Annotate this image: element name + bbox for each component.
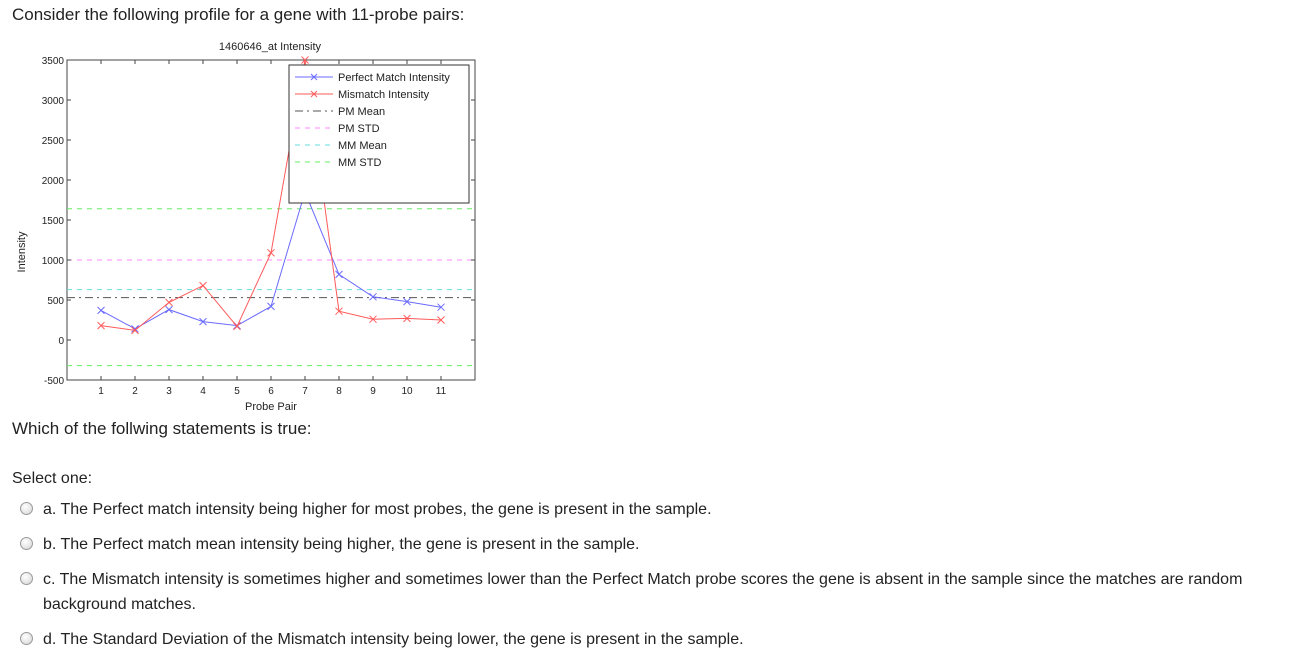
data-point	[199, 317, 207, 326]
series-layer	[97, 56, 445, 335]
option-b[interactable]: b. The Perfect match mean intensity bein…	[16, 532, 1296, 557]
y-tick-label: 3000	[42, 96, 65, 107]
marker-stroke	[369, 315, 377, 324]
marker-stroke	[199, 317, 207, 326]
marker-stroke	[437, 316, 445, 324]
data-point	[335, 270, 343, 279]
data-point	[267, 302, 275, 311]
marker-stroke	[97, 306, 105, 315]
answer-options: a. The Perfect match intensity being hig…	[16, 497, 1296, 662]
data-point	[301, 56, 309, 64]
x-tick-label: 2	[132, 386, 138, 397]
data-point	[199, 281, 207, 290]
marker-stroke	[403, 314, 411, 323]
y-tick-label: 0	[58, 336, 64, 347]
legend-marker	[310, 73, 318, 81]
legend-marker	[310, 90, 318, 98]
legend-label: Perfect Match Intensity	[338, 72, 450, 84]
reference-lines	[67, 208, 475, 367]
x-tick-label: 8	[336, 386, 342, 397]
marker-stroke	[97, 321, 105, 330]
x-tick-label: 5	[234, 386, 240, 397]
marker-stroke	[335, 307, 343, 316]
data-point	[403, 314, 411, 323]
x-tick-label: 3	[166, 386, 172, 397]
data-point	[437, 303, 445, 312]
marker-stroke	[233, 322, 241, 331]
y-tick-label: 2500	[42, 136, 65, 147]
y-tick-label: 500	[47, 296, 64, 307]
data-point	[403, 297, 411, 306]
marker-stroke	[267, 248, 275, 257]
question-prompt: Which of the follwing statements is true…	[12, 419, 312, 438]
y-tick-label: 1500	[42, 216, 65, 227]
x-tick-label: 9	[370, 386, 376, 397]
x-axis-label: Probe Pair	[245, 401, 297, 413]
marker-stroke	[403, 297, 411, 306]
option-c[interactable]: c. The Mismatch intensity is sometimes h…	[16, 567, 1296, 617]
legend-label: MM Mean	[338, 140, 387, 152]
y-tick-label: 3500	[42, 56, 65, 67]
marker-stroke	[335, 270, 343, 279]
legend-label: PM STD	[338, 123, 380, 135]
marker-stroke	[131, 324, 139, 333]
option-a-text: a. The Perfect match intensity being hig…	[43, 501, 712, 518]
data-point	[369, 315, 377, 324]
data-point	[335, 307, 343, 316]
probe-intensity-chart: 1460646_at Intensity -500 0 500 1000 1500 200…	[0, 34, 500, 416]
x-tick-label: 7	[302, 386, 308, 397]
marker-stroke	[199, 281, 207, 290]
legend-box	[288, 64, 470, 204]
data-point	[165, 298, 173, 307]
radio-button[interactable]	[20, 572, 33, 585]
marker-stroke	[267, 302, 275, 311]
marker-stroke	[165, 298, 173, 307]
marker-stroke	[131, 326, 139, 335]
chart-svg: 1460646_at Intensity -500 0 500 1000 1500 200…	[16, 41, 476, 413]
question-text: Consider the following profile for a gen…	[12, 5, 465, 24]
y-axis-label: Intensity	[16, 231, 28, 272]
y-tick-label: 2000	[42, 176, 65, 187]
legend-label: Mismatch Intensity	[338, 89, 430, 101]
y-tick-label: 1000	[42, 256, 65, 267]
option-b-text: b. The Perfect match mean intensity bein…	[43, 536, 640, 553]
option-a[interactable]: a. The Perfect match intensity being hig…	[16, 497, 1296, 522]
radio-button[interactable]	[20, 537, 33, 550]
axis-ticks: -500 0 500 1000 1500 2000 2500 3000 3500 1 2 3 4 5 6 7 8…	[42, 56, 475, 397]
legend-label: MM STD	[338, 157, 381, 169]
data-point	[97, 321, 105, 330]
data-point	[131, 324, 139, 333]
option-d-text: d. The Standard Deviation of the Mismatc…	[43, 631, 744, 648]
chart-legend: Perfect Match Intensity Mismatch Intensit…	[288, 64, 470, 204]
x-tick-label: 10	[401, 386, 413, 397]
x-tick-label: 6	[268, 386, 274, 397]
legend-label: PM Mean	[338, 106, 385, 118]
x-tick-label: 1	[98, 386, 104, 397]
data-point	[233, 322, 241, 331]
data-point	[267, 248, 275, 257]
y-tick-label: -500	[44, 376, 64, 387]
marker-stroke	[369, 292, 377, 301]
radio-button[interactable]	[20, 502, 33, 515]
option-d[interactable]: d. The Standard Deviation of the Mismatc…	[16, 627, 1296, 652]
x-tick-label: 4	[200, 386, 206, 397]
marker-stroke	[165, 305, 173, 314]
option-c-text: c. The Mismatch intensity is sometimes h…	[43, 571, 1243, 613]
chart-title: 1460646_at Intensity	[219, 41, 322, 53]
data-point	[369, 292, 377, 301]
marker-stroke	[301, 56, 309, 64]
data-point	[97, 306, 105, 315]
data-point	[165, 305, 173, 314]
radio-button[interactable]	[20, 632, 33, 645]
data-point	[131, 326, 139, 335]
marker-stroke	[437, 303, 445, 312]
select-one-label: Select one:	[12, 470, 93, 487]
data-point	[437, 316, 445, 324]
x-tick-label: 11	[436, 386, 447, 397]
